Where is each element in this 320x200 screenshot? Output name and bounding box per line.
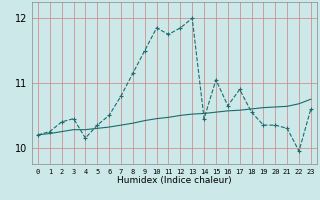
X-axis label: Humidex (Indice chaleur): Humidex (Indice chaleur) <box>117 176 232 185</box>
